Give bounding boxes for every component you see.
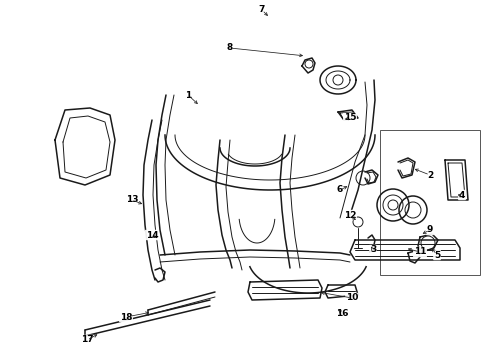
Text: 10: 10 xyxy=(346,293,358,302)
Text: 5: 5 xyxy=(434,251,440,260)
Text: 14: 14 xyxy=(146,230,158,239)
Text: 9: 9 xyxy=(427,225,433,234)
Text: 15: 15 xyxy=(344,113,356,122)
Text: 7: 7 xyxy=(259,5,265,14)
Text: 17: 17 xyxy=(81,336,93,345)
Text: 6: 6 xyxy=(337,185,343,194)
Text: 12: 12 xyxy=(344,211,356,220)
Text: 13: 13 xyxy=(126,195,138,204)
Text: 16: 16 xyxy=(336,309,348,318)
Text: 1: 1 xyxy=(185,90,191,99)
Text: 3: 3 xyxy=(370,246,376,255)
Text: 11: 11 xyxy=(414,248,426,256)
Text: 18: 18 xyxy=(120,312,132,321)
Text: 4: 4 xyxy=(459,190,465,199)
Bar xyxy=(380,130,480,275)
Text: 8: 8 xyxy=(227,44,233,53)
Text: 2: 2 xyxy=(427,171,433,180)
